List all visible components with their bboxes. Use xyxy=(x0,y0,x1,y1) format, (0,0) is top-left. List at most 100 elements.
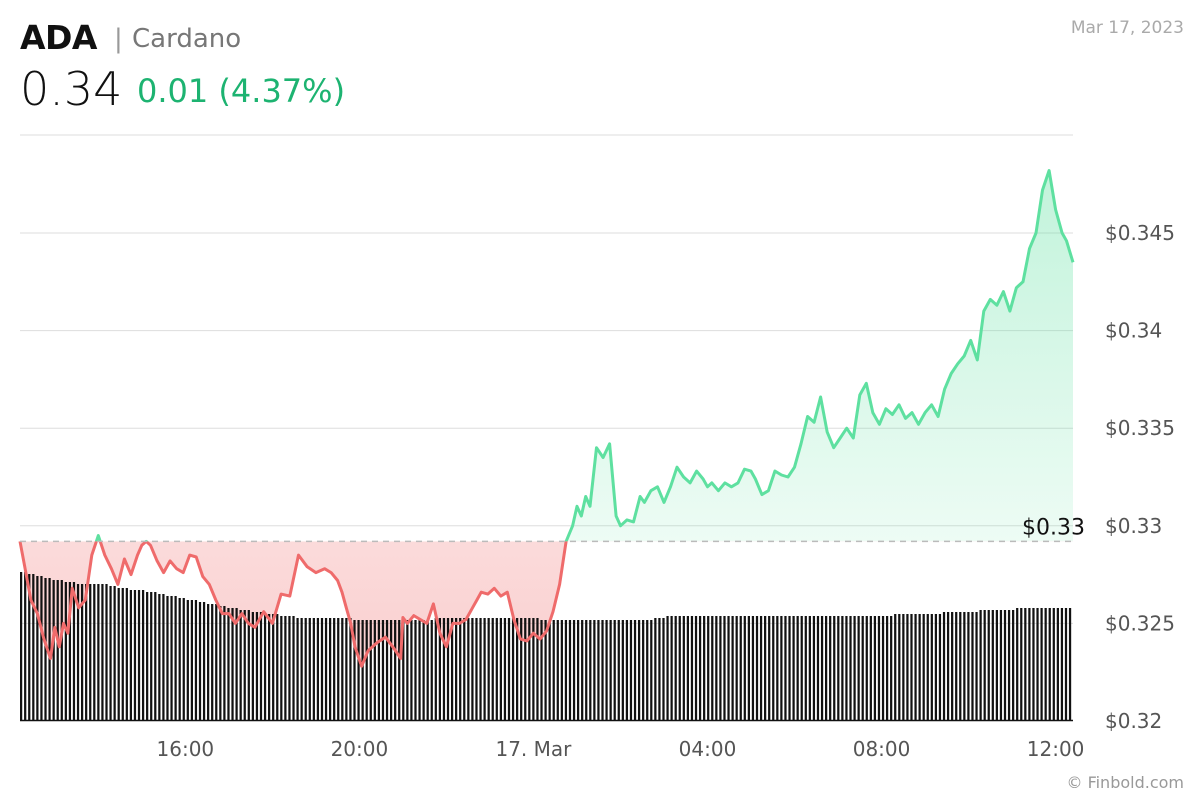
volume-bar xyxy=(182,598,185,720)
volume-bar xyxy=(1060,608,1064,720)
volume-bar xyxy=(1012,610,1015,720)
volume-bar xyxy=(89,584,92,720)
price-line-up xyxy=(19,169,1075,542)
volume-bar xyxy=(674,616,677,720)
volume-bar xyxy=(658,618,661,720)
volume-bar xyxy=(471,618,474,720)
volume-bar xyxy=(316,618,320,720)
volume-bar xyxy=(800,616,803,720)
volume-bar xyxy=(48,578,51,720)
volume-bar xyxy=(841,616,844,720)
volume-bar xyxy=(259,612,263,720)
volume-bar xyxy=(918,614,921,720)
volume-bar xyxy=(268,614,271,720)
volume-bar xyxy=(601,620,604,720)
volume-bar xyxy=(516,618,519,720)
volume-bar xyxy=(174,596,177,720)
volume-bar xyxy=(146,592,149,720)
volume-bar xyxy=(942,612,946,720)
volume-bar xyxy=(845,616,848,720)
volume-bar xyxy=(141,590,145,720)
volume-bar xyxy=(946,612,950,720)
volume-bar xyxy=(857,616,860,720)
volume-bar xyxy=(682,616,685,720)
volume-bar xyxy=(337,618,340,720)
volume-bar xyxy=(463,618,466,720)
volume-bar xyxy=(328,618,332,720)
volume-bar xyxy=(150,592,153,720)
volume-bar xyxy=(418,620,421,720)
volume-bar xyxy=(1068,608,1072,720)
volume-bar xyxy=(528,618,531,720)
volume-bar xyxy=(548,620,551,720)
volume-bar xyxy=(207,604,210,720)
volume-bar xyxy=(759,616,763,720)
current-price: 0.34 xyxy=(20,62,123,116)
volume-bar xyxy=(585,620,588,720)
volume-bar xyxy=(1052,608,1055,720)
volume-bar xyxy=(442,618,446,720)
volume-bar xyxy=(731,616,734,720)
volume-bar xyxy=(524,618,527,720)
volume-bar xyxy=(158,594,161,720)
volume-bar xyxy=(434,618,437,720)
title-separator: | xyxy=(114,24,123,54)
y-tick-label: $0.325 xyxy=(1105,611,1175,635)
volume-bar xyxy=(666,616,669,720)
volume-bar xyxy=(60,580,63,720)
volume-bar xyxy=(44,578,47,720)
volume-bar xyxy=(572,620,576,720)
volume-bar xyxy=(312,618,315,720)
volume-bar xyxy=(881,616,885,720)
volume-bar xyxy=(361,620,364,720)
volume-bar xyxy=(890,616,893,720)
volume-bar xyxy=(902,614,905,720)
volume-bar xyxy=(263,614,267,720)
volume-bar xyxy=(613,620,616,720)
volume-bar xyxy=(743,616,746,720)
volume-bar xyxy=(186,600,189,720)
volume-bar xyxy=(698,616,702,720)
volume-bar xyxy=(898,614,901,720)
volume-bar xyxy=(446,618,450,720)
volume-bar xyxy=(223,606,226,720)
volume-bar xyxy=(251,612,254,720)
volume-bar xyxy=(353,620,356,720)
volume-bar xyxy=(235,608,238,720)
volume-bar xyxy=(227,608,230,720)
volume-bar xyxy=(873,616,877,720)
volume-bar xyxy=(398,620,401,720)
volume-bar xyxy=(788,616,791,720)
volume-bar xyxy=(963,612,966,720)
volume-bar xyxy=(389,620,393,720)
volume-bar xyxy=(93,584,96,720)
x-tick-label: 12:00 xyxy=(1027,737,1085,761)
volume-bar xyxy=(617,620,620,720)
volume-bar xyxy=(72,582,76,720)
volume-bar xyxy=(202,602,206,720)
volume-bar xyxy=(764,616,767,720)
volume-bar xyxy=(922,614,925,720)
volume-bar xyxy=(64,582,67,720)
volume-bar xyxy=(971,612,974,720)
area-below-close xyxy=(20,541,567,667)
volume-bar xyxy=(24,572,27,720)
volume-bar xyxy=(308,618,311,720)
volume-bar xyxy=(300,618,303,720)
volume-bar xyxy=(885,616,889,720)
x-tick-label: 04:00 xyxy=(679,737,737,761)
price-area xyxy=(20,170,1073,667)
volume-bar xyxy=(987,610,990,720)
volume-bar xyxy=(68,582,72,720)
volume-bar xyxy=(861,616,864,720)
volume-bar xyxy=(211,604,214,720)
volume-bar xyxy=(662,618,665,720)
volume-bar xyxy=(231,608,234,720)
previous-close-label: $0.33 xyxy=(1022,515,1085,540)
volume-bar xyxy=(629,620,633,720)
volume-bar xyxy=(381,620,385,720)
volume-bar xyxy=(739,616,742,720)
volume-bar xyxy=(552,620,555,720)
volume-bar xyxy=(32,574,35,720)
volume-bar xyxy=(564,620,568,720)
